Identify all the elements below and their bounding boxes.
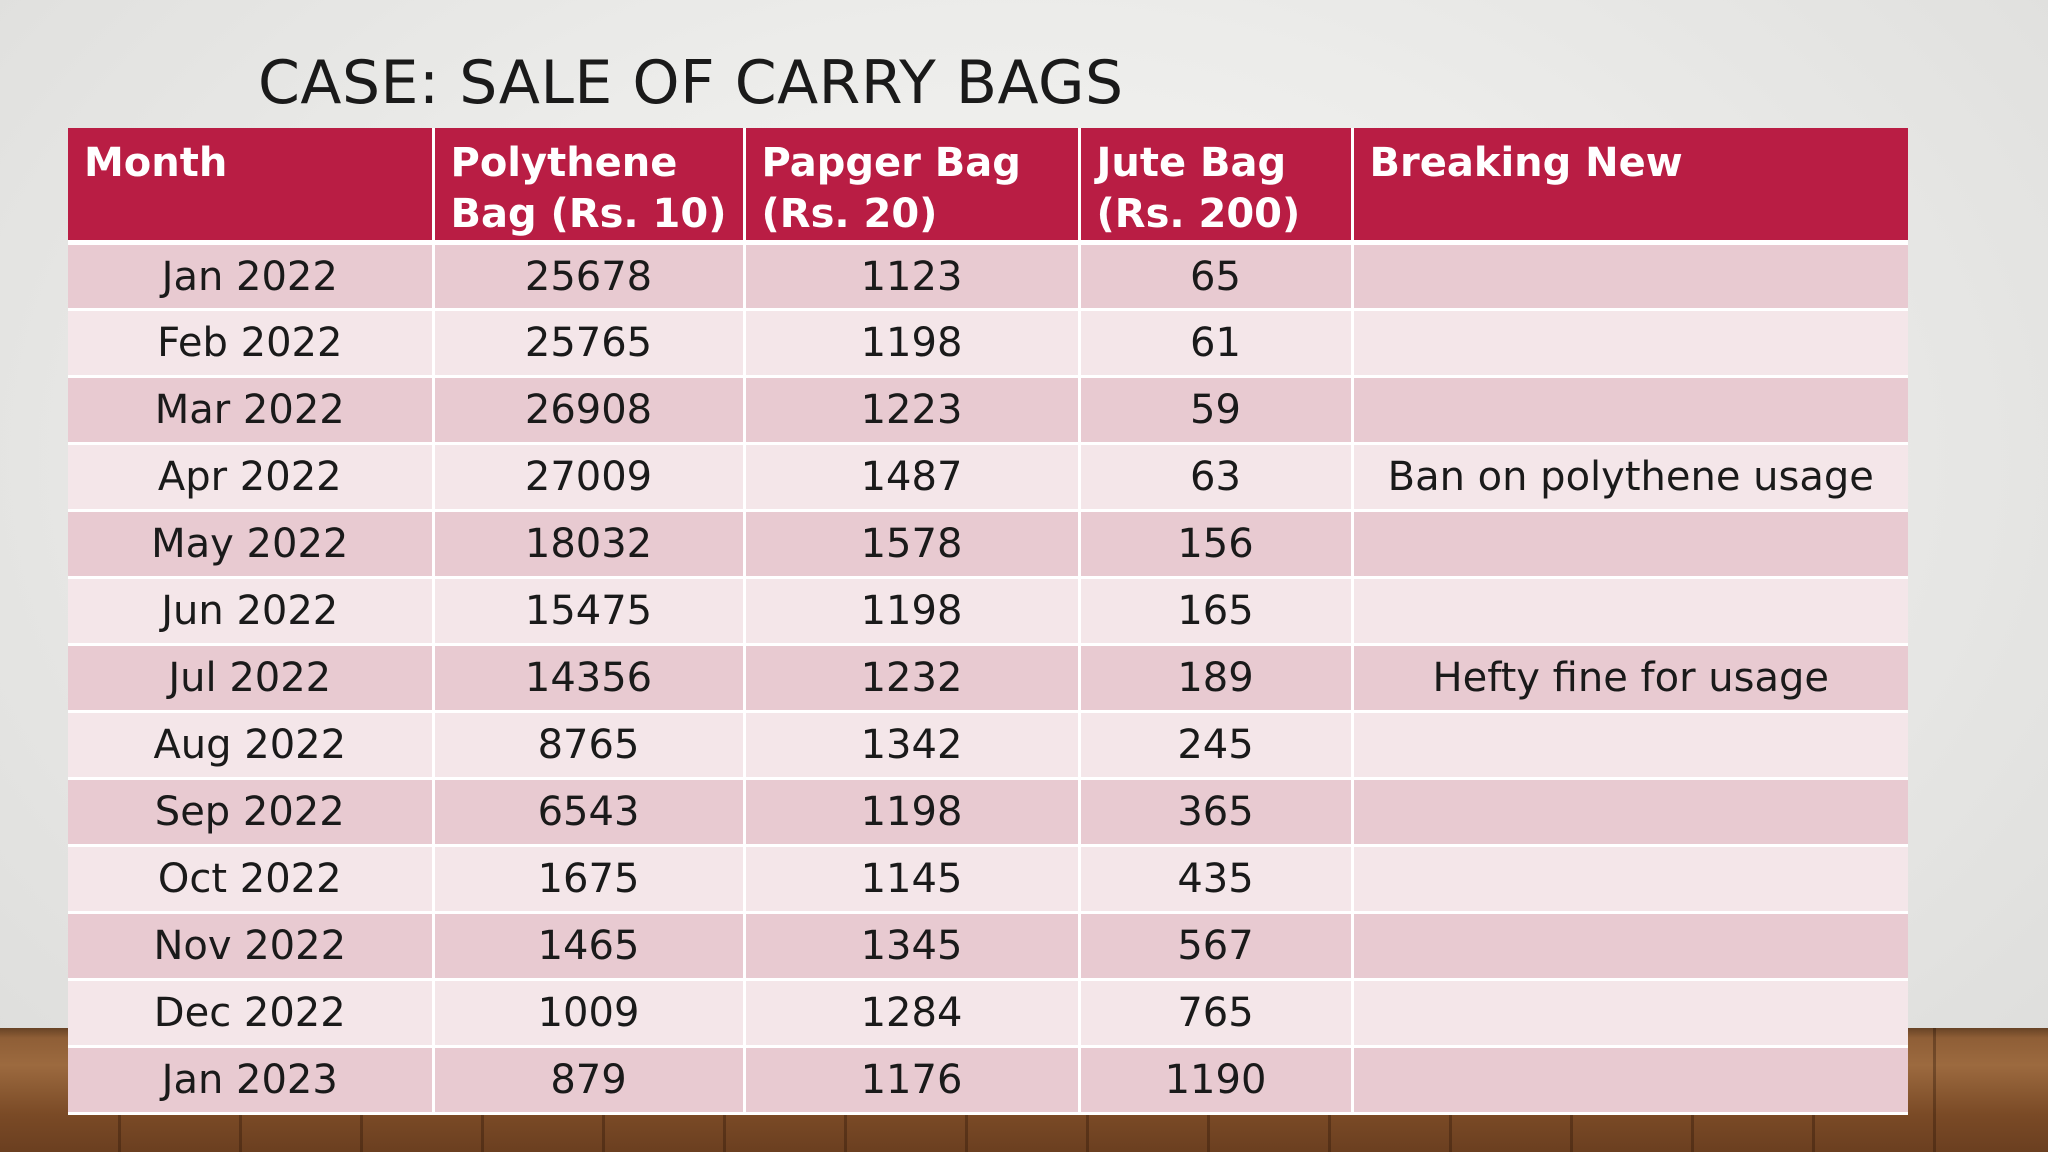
header-line: Polythene <box>450 140 678 186</box>
table-row: Oct 2022 1675 1145 435 <box>68 845 1908 914</box>
cell-breaking-news <box>1352 1046 1908 1115</box>
cell-jute: 165 <box>1079 577 1354 646</box>
cell-breaking-news <box>1352 309 1908 378</box>
cell-jute: 1190 <box>1079 1046 1354 1115</box>
cell-polythene: 1675 <box>433 845 746 914</box>
cell-month: Mar 2022 <box>68 376 435 445</box>
cell-breaking-news <box>1352 577 1908 646</box>
cell-breaking-news <box>1352 242 1908 311</box>
cell-paper: 1176 <box>744 1046 1081 1115</box>
cell-paper: 1232 <box>744 644 1081 713</box>
cell-paper: 1198 <box>744 309 1081 378</box>
cell-breaking-news <box>1352 778 1908 847</box>
cell-polythene: 879 <box>433 1046 746 1115</box>
cell-polythene: 14356 <box>433 644 746 713</box>
table-row: Sep 2022 6543 1198 365 <box>68 778 1908 847</box>
table-row: Jul 2022 14356 1232 189 Hefty fine for usage <box>68 644 1908 713</box>
cell-polythene: 26908 <box>433 376 746 445</box>
cell-polythene: 15475 <box>433 577 746 646</box>
cell-jute: 63 <box>1079 443 1354 512</box>
header-line: Papger Bag <box>761 140 1021 186</box>
table-row: Feb 2022 25765 1198 61 <box>68 309 1908 378</box>
cell-paper: 1578 <box>744 510 1081 579</box>
cell-jute: 189 <box>1079 644 1354 713</box>
table-row: Dec 2022 1009 1284 765 <box>68 979 1908 1048</box>
cell-jute: 245 <box>1079 711 1354 780</box>
header-line: Bag (Rs. 10) <box>450 191 727 237</box>
cell-paper: 1487 <box>744 443 1081 512</box>
table-row: May 2022 18032 1578 156 <box>68 510 1908 579</box>
header-paper-bag: Papger Bag (Rs. 20) <box>744 128 1081 245</box>
cell-polythene: 25678 <box>433 242 746 311</box>
cell-jute: 156 <box>1079 510 1354 579</box>
cell-month: Jan 2023 <box>68 1046 435 1115</box>
header-jute-bag: Jute Bag (Rs. 200) <box>1079 128 1354 245</box>
cell-month: Dec 2022 <box>68 979 435 1048</box>
cell-month: Jan 2022 <box>68 242 435 311</box>
cell-polythene: 27009 <box>433 443 746 512</box>
cell-paper: 1145 <box>744 845 1081 914</box>
header-month: Month <box>68 128 435 245</box>
cell-month: Aug 2022 <box>68 711 435 780</box>
cell-jute: 765 <box>1079 979 1354 1048</box>
table-header: Month Polythene Bag (Rs. 10) Papger Bag (Rs.… <box>68 128 1908 245</box>
cell-paper: 1198 <box>744 577 1081 646</box>
table-row: Apr 2022 27009 1487 63 Ban on polythene usag… <box>68 443 1908 512</box>
cell-month: May 2022 <box>68 510 435 579</box>
sales-table-container: Month Polythene Bag (Rs. 10) Papger Bag (Rs.… <box>68 128 1908 1115</box>
cell-polythene: 8765 <box>433 711 746 780</box>
cell-polythene: 25765 <box>433 309 746 378</box>
table-row: Jan 2023 879 1176 1190 <box>68 1046 1908 1115</box>
header-line: (Rs. 200) <box>1096 191 1301 237</box>
cell-paper: 1345 <box>744 912 1081 981</box>
cell-jute: 61 <box>1079 309 1354 378</box>
cell-jute: 567 <box>1079 912 1354 981</box>
table-row: Jan 2022 25678 1123 65 <box>68 242 1908 311</box>
cell-month: Oct 2022 <box>68 845 435 914</box>
header-breaking-news: Breaking New <box>1352 128 1908 245</box>
carry-bags-sales-table: Month Polythene Bag (Rs. 10) Papger Bag (Rs.… <box>68 128 1908 1115</box>
cell-jute: 435 <box>1079 845 1354 914</box>
cell-polythene: 18032 <box>433 510 746 579</box>
cell-polythene: 1009 <box>433 979 746 1048</box>
table-body: Jan 2022 25678 1123 65 Feb 2022 25765 1198 61 Ma… <box>68 242 1908 1115</box>
cell-month: Sep 2022 <box>68 778 435 847</box>
cell-paper: 1198 <box>744 778 1081 847</box>
table-row: Aug 2022 8765 1342 245 <box>68 711 1908 780</box>
cell-paper: 1123 <box>744 242 1081 311</box>
cell-month: Feb 2022 <box>68 309 435 378</box>
cell-month: Jun 2022 <box>68 577 435 646</box>
table-row: Mar 2022 26908 1223 59 <box>68 376 1908 445</box>
cell-breaking-news <box>1352 979 1908 1048</box>
cell-breaking-news: Hefty fine for usage <box>1352 644 1908 713</box>
cell-jute: 59 <box>1079 376 1354 445</box>
cell-paper: 1284 <box>744 979 1081 1048</box>
cell-breaking-news: Ban on polythene usage <box>1352 443 1908 512</box>
cell-polythene: 6543 <box>433 778 746 847</box>
slide-title: CASE: SALE OF CARRY BAGS <box>258 48 1124 118</box>
cell-paper: 1342 <box>744 711 1081 780</box>
cell-jute: 365 <box>1079 778 1354 847</box>
cell-breaking-news <box>1352 912 1908 981</box>
cell-polythene: 1465 <box>433 912 746 981</box>
header-line: (Rs. 20) <box>761 191 938 237</box>
header-line: Jute Bag <box>1096 140 1287 186</box>
table-row: Nov 2022 1465 1345 567 <box>68 912 1908 981</box>
cell-breaking-news <box>1352 711 1908 780</box>
table-row: Jun 2022 15475 1198 165 <box>68 577 1908 646</box>
cell-breaking-news <box>1352 510 1908 579</box>
header-row: Month Polythene Bag (Rs. 10) Papger Bag (Rs.… <box>68 128 1908 245</box>
cell-month: Apr 2022 <box>68 443 435 512</box>
cell-jute: 65 <box>1079 242 1354 311</box>
cell-month: Nov 2022 <box>68 912 435 981</box>
cell-breaking-news <box>1352 845 1908 914</box>
header-polythene-bag: Polythene Bag (Rs. 10) <box>433 128 746 245</box>
cell-month: Jul 2022 <box>68 644 435 713</box>
cell-breaking-news <box>1352 376 1908 445</box>
header-line: Month <box>84 140 228 186</box>
header-line: Breaking New <box>1369 140 1683 186</box>
cell-paper: 1223 <box>744 376 1081 445</box>
